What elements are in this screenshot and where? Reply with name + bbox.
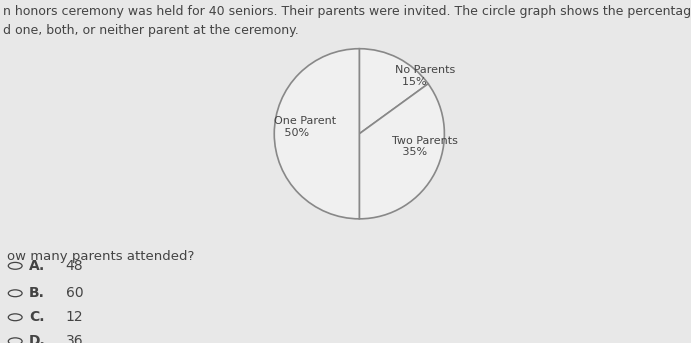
Text: A.: A. xyxy=(29,259,46,273)
Text: No Parents
  15%: No Parents 15% xyxy=(395,65,455,87)
Text: C.: C. xyxy=(29,310,44,324)
Text: Two Parents
   35%: Two Parents 35% xyxy=(392,136,457,157)
Text: One Parent
   50%: One Parent 50% xyxy=(274,116,337,138)
Text: 12: 12 xyxy=(66,310,84,324)
Wedge shape xyxy=(359,49,428,134)
Text: D.: D. xyxy=(29,334,46,343)
Text: 60: 60 xyxy=(66,286,84,300)
Text: ow many parents attended?: ow many parents attended? xyxy=(7,250,194,263)
Text: d one, both, or neither parent at the ceremony.: d one, both, or neither parent at the ce… xyxy=(3,24,299,37)
Wedge shape xyxy=(274,49,359,219)
Wedge shape xyxy=(359,84,444,219)
Text: n honors ceremony was held for 40 seniors. Their parents were invited. The circl: n honors ceremony was held for 40 senior… xyxy=(3,5,691,18)
Text: 48: 48 xyxy=(66,259,84,273)
Text: 36: 36 xyxy=(66,334,84,343)
Text: B.: B. xyxy=(29,286,45,300)
